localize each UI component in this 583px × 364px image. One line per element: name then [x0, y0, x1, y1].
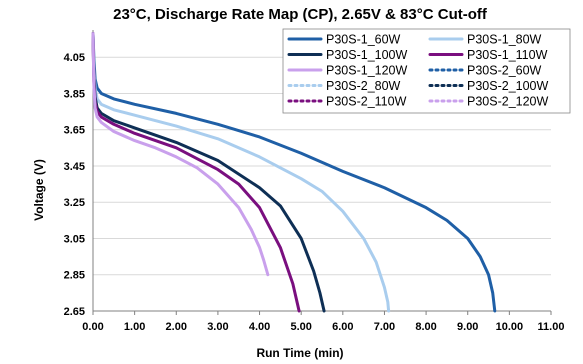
- legend-label: P30S-1_100W: [326, 48, 408, 62]
- x-tick-label: 11.00: [538, 321, 565, 333]
- y-tick-label: 4.05: [64, 52, 85, 64]
- y-tick-label: 3.85: [64, 88, 85, 100]
- y-tick-label: 2.85: [64, 270, 85, 282]
- x-tick-label: 5.00: [290, 321, 311, 333]
- x-tick-label: 7.00: [374, 321, 395, 333]
- legend-label: P30S-2_120W: [467, 95, 549, 109]
- x-tick-label: 4.00: [249, 321, 270, 333]
- x-axis-title: Run Time (min): [256, 346, 343, 360]
- x-tick-label: 3.00: [207, 321, 228, 333]
- legend-label: P30S-1_120W: [326, 64, 408, 78]
- y-axis-title: Voltage (V): [32, 159, 46, 221]
- x-tick-label: 10.00: [496, 321, 524, 333]
- x-tick-label: 0.00: [82, 321, 103, 333]
- legend-label: P30S-2_80W: [326, 79, 401, 93]
- x-tick-label: 9.00: [457, 321, 478, 333]
- x-tick-label: 1.00: [124, 321, 145, 333]
- legend-label: P30S-2_60W: [467, 64, 542, 78]
- legend-label: P30S-1_80W: [467, 33, 542, 47]
- legend-label: P30S-1_110W: [467, 48, 548, 62]
- legend-label: P30S-2_110W: [326, 95, 407, 109]
- x-tick-label: 8.00: [415, 321, 436, 333]
- chart-title: 23°C, Discharge Rate Map (CP), 2.65V & 8…: [113, 6, 488, 23]
- x-tick-label: 6.00: [332, 321, 353, 333]
- legend-label: P30S-1_60W: [326, 33, 401, 47]
- y-tick-label: 2.65: [64, 306, 85, 318]
- x-tick-label: 2.00: [166, 321, 187, 333]
- y-tick-label: 3.65: [64, 125, 85, 137]
- y-tick-label: 3.05: [64, 233, 85, 245]
- legend: P30S-1_60W P30S-1_80W P30S-1_100W P30S-1_11…: [283, 29, 570, 113]
- y-tick-label: 3.25: [64, 197, 85, 209]
- y-tick-label: 3.45: [64, 161, 85, 173]
- legend-label: P30S-2_100W: [467, 79, 549, 93]
